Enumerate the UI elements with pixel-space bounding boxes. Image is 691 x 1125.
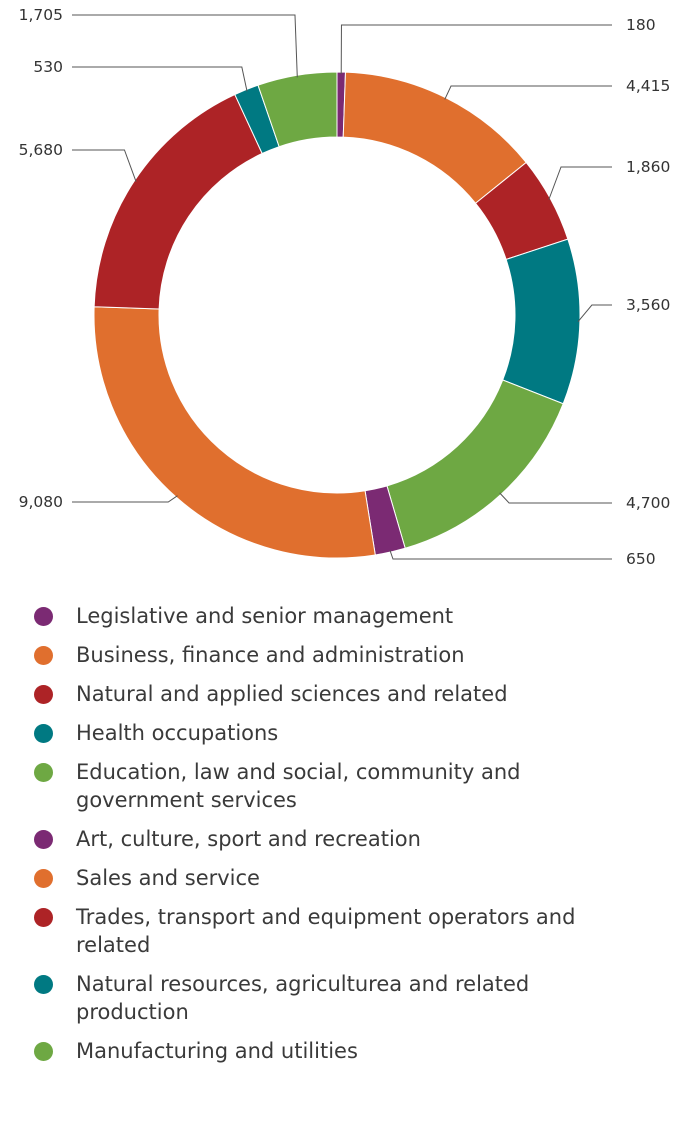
legend-item: Manufacturing and utilities bbox=[34, 1037, 576, 1065]
legend-swatch-icon bbox=[34, 869, 53, 888]
data-label: 1,705 bbox=[19, 6, 63, 24]
legend-label: Legislative and senior management bbox=[76, 604, 454, 628]
legend-label: Health occupations bbox=[76, 721, 279, 745]
legend-swatch-icon bbox=[34, 724, 53, 743]
donut-slice bbox=[342, 71, 527, 204]
leader-line bbox=[499, 492, 612, 504]
legend-swatch-icon bbox=[34, 975, 53, 994]
data-label: 1,860 bbox=[626, 158, 670, 176]
legend-item: Business, finance and administration bbox=[34, 641, 576, 669]
data-label: 4,415 bbox=[626, 77, 670, 95]
leader-line bbox=[72, 495, 178, 503]
leader-line bbox=[72, 149, 137, 183]
leader-line bbox=[548, 166, 612, 201]
legend-swatch-icon bbox=[34, 1042, 53, 1061]
legend-swatch-icon bbox=[34, 607, 53, 626]
legend-item: Art, culture, sport and recreation bbox=[34, 825, 576, 853]
legend-label: Natural and applied sciences and related bbox=[76, 682, 508, 706]
data-label: 5,680 bbox=[19, 141, 63, 159]
legend-item: Education, law and social, community and… bbox=[34, 758, 576, 814]
legend-swatch-icon bbox=[34, 646, 53, 665]
leader-line bbox=[389, 549, 612, 560]
donut-slice bbox=[257, 71, 338, 148]
legend-swatch-icon bbox=[34, 763, 53, 782]
legend-label: Education, law and social, community and… bbox=[76, 760, 521, 812]
legend-item: Trades, transport and equipment operator… bbox=[34, 903, 576, 959]
data-label: 530 bbox=[33, 58, 63, 76]
legend-item: Health occupations bbox=[34, 719, 576, 747]
donut-slice bbox=[386, 379, 564, 549]
donut-slice bbox=[93, 306, 376, 559]
data-label: 180 bbox=[626, 16, 656, 34]
leader-line bbox=[444, 85, 612, 100]
data-label: 650 bbox=[626, 550, 656, 568]
legend-label: Business, finance and administration bbox=[76, 643, 465, 667]
donut-slice bbox=[502, 238, 581, 405]
legend-swatch-icon bbox=[34, 908, 53, 927]
legend-item: Legislative and senior management bbox=[34, 602, 576, 630]
leader-line bbox=[72, 66, 248, 92]
legend-item: Natural resources, agriculturea and rela… bbox=[34, 970, 576, 1026]
donut-slice bbox=[93, 93, 263, 310]
leader-line bbox=[72, 14, 298, 78]
legend-item: Natural and applied sciences and related bbox=[34, 680, 576, 708]
leader-line bbox=[340, 24, 612, 75]
legend-label: Trades, transport and equipment operator… bbox=[76, 905, 576, 957]
data-label: 3,560 bbox=[626, 296, 670, 314]
data-label: 4,700 bbox=[626, 494, 670, 512]
data-label: 9,080 bbox=[19, 493, 63, 511]
legend-swatch-icon bbox=[34, 685, 53, 704]
legend-label: Manufacturing and utilities bbox=[76, 1039, 358, 1063]
legend-item: Sales and service bbox=[34, 864, 576, 892]
chart-legend: Legislative and senior management Busines… bbox=[34, 602, 674, 1076]
leader-line bbox=[577, 304, 612, 323]
legend-label: Sales and service bbox=[76, 866, 260, 890]
legend-swatch-icon bbox=[34, 830, 53, 849]
legend-label: Art, culture, sport and recreation bbox=[76, 827, 421, 851]
donut-chart: 180 4,415 1,860 3,560 4,700 650 9,080 5,680 530 1… bbox=[19, 6, 671, 568]
legend-label: Natural resources, agriculturea and rela… bbox=[76, 972, 530, 1024]
